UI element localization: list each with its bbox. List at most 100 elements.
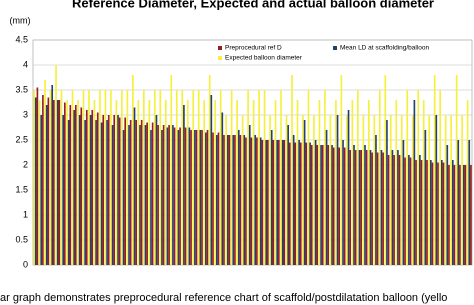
bar — [250, 137, 253, 265]
bar — [62, 115, 65, 265]
bar — [85, 110, 88, 265]
bar — [375, 135, 377, 265]
y-tick-label: 4.5 — [15, 34, 28, 44]
y-tick-label: 3.5 — [15, 84, 28, 94]
bar — [351, 100, 354, 265]
bar — [459, 165, 461, 265]
bar — [442, 162, 445, 265]
bar — [195, 130, 198, 265]
bar — [307, 90, 310, 265]
legend-swatch — [218, 46, 222, 50]
bar — [386, 120, 388, 265]
bar — [184, 127, 187, 265]
bar — [122, 130, 125, 265]
bar — [280, 90, 282, 265]
bar — [305, 142, 308, 265]
bar — [400, 115, 403, 265]
bar — [340, 75, 343, 265]
bar — [161, 130, 163, 265]
bar — [430, 160, 432, 265]
bar — [461, 115, 463, 265]
bar — [288, 142, 291, 265]
bar — [33, 90, 35, 265]
bar — [287, 125, 289, 265]
legend-swatch — [333, 46, 337, 50]
bar — [413, 100, 416, 265]
bar — [389, 115, 392, 265]
bar — [455, 75, 458, 265]
bar — [121, 90, 123, 265]
bar — [150, 130, 152, 265]
bar — [409, 157, 412, 265]
bar — [437, 162, 439, 265]
bar — [166, 127, 169, 265]
bar — [217, 132, 220, 265]
bar — [133, 107, 136, 265]
bar — [55, 65, 57, 265]
bar — [247, 90, 249, 265]
bar — [199, 130, 202, 265]
bar — [144, 125, 147, 265]
bar — [155, 115, 158, 265]
bar — [397, 150, 399, 265]
bar — [135, 120, 137, 265]
bar — [417, 90, 420, 265]
bar — [100, 122, 103, 265]
y-tick-label: 1 — [23, 209, 28, 219]
bar — [371, 152, 373, 265]
bar — [53, 100, 55, 265]
bar — [225, 115, 227, 265]
bar — [420, 160, 423, 265]
bar — [140, 120, 143, 265]
bar — [470, 165, 472, 265]
bar — [298, 140, 300, 265]
bar — [373, 115, 376, 265]
bar — [159, 90, 162, 265]
bar — [292, 135, 295, 265]
bar — [376, 152, 379, 265]
bar — [183, 105, 185, 265]
bar — [241, 115, 244, 265]
y-tick-label: 0.5 — [15, 234, 28, 244]
bar — [69, 105, 72, 265]
bar — [353, 145, 355, 265]
bar — [80, 107, 83, 265]
bar — [40, 115, 43, 265]
bar — [66, 100, 68, 265]
bar — [368, 100, 370, 265]
bar — [357, 90, 359, 265]
bar — [448, 165, 450, 265]
bar — [88, 90, 90, 265]
bar — [126, 90, 129, 265]
bar — [382, 152, 384, 265]
legend-label: Expected balloon diameter — [225, 55, 303, 62]
bar — [236, 100, 238, 265]
bar — [343, 147, 346, 265]
bar — [310, 145, 313, 265]
bar — [137, 100, 140, 265]
bar — [84, 120, 86, 265]
bar — [143, 90, 145, 265]
bar — [398, 155, 401, 265]
bar — [393, 155, 395, 265]
bar — [107, 115, 110, 265]
bar — [281, 140, 284, 265]
bar — [265, 140, 268, 265]
bar — [234, 135, 236, 265]
bar — [316, 145, 319, 265]
bar — [77, 100, 79, 265]
bar — [428, 115, 431, 265]
bar — [173, 127, 176, 265]
y-tick-label: 2 — [23, 159, 28, 169]
bar — [321, 145, 324, 265]
bar — [210, 95, 213, 265]
bar — [391, 150, 394, 265]
bar — [466, 100, 469, 265]
chart-title: Reference Diameter, Expected and actual … — [72, 0, 434, 10]
bar — [329, 115, 332, 265]
bar — [115, 100, 118, 265]
bar — [245, 137, 247, 265]
bar — [190, 130, 192, 265]
bar — [201, 130, 203, 265]
bar — [269, 115, 271, 265]
